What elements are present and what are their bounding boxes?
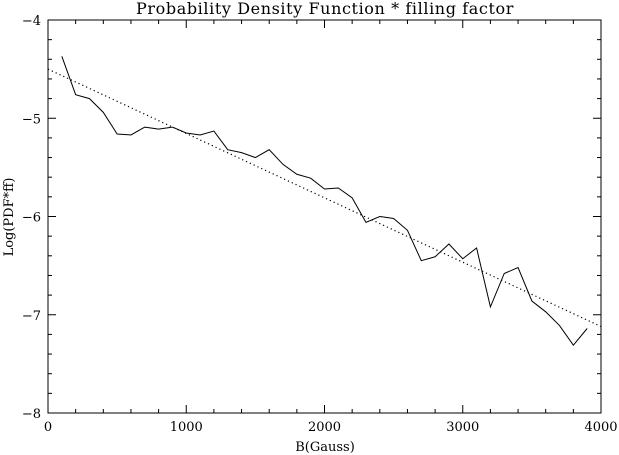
y-tick-label: −8 [22,407,41,422]
x-tick-label: 0 [44,420,52,435]
y-tick-label: −6 [22,211,41,226]
x-tick-label: 4000 [584,420,617,435]
y-axis-label: Log(PDF*ff) [2,178,17,257]
x-tick-label: 2000 [308,420,341,435]
fit-line-dotted [47,68,602,328]
x-axis-label: B(Gauss) [295,440,355,455]
series-layer [47,56,602,347]
pdf-series-line [61,56,588,347]
chart-title: Probability Density Function * filling f… [136,0,514,18]
x-tick-label: 1000 [170,420,203,435]
x-tick-label: 3000 [446,420,479,435]
y-tick-label: −7 [22,309,41,324]
y-tick-label: −5 [22,112,41,127]
y-tick-label: −4 [22,14,41,29]
axis-ticks: 0 1000 2000 3000 4000 −8 −7 −6 −5 −4 [22,14,618,435]
plot-frame [47,19,602,414]
